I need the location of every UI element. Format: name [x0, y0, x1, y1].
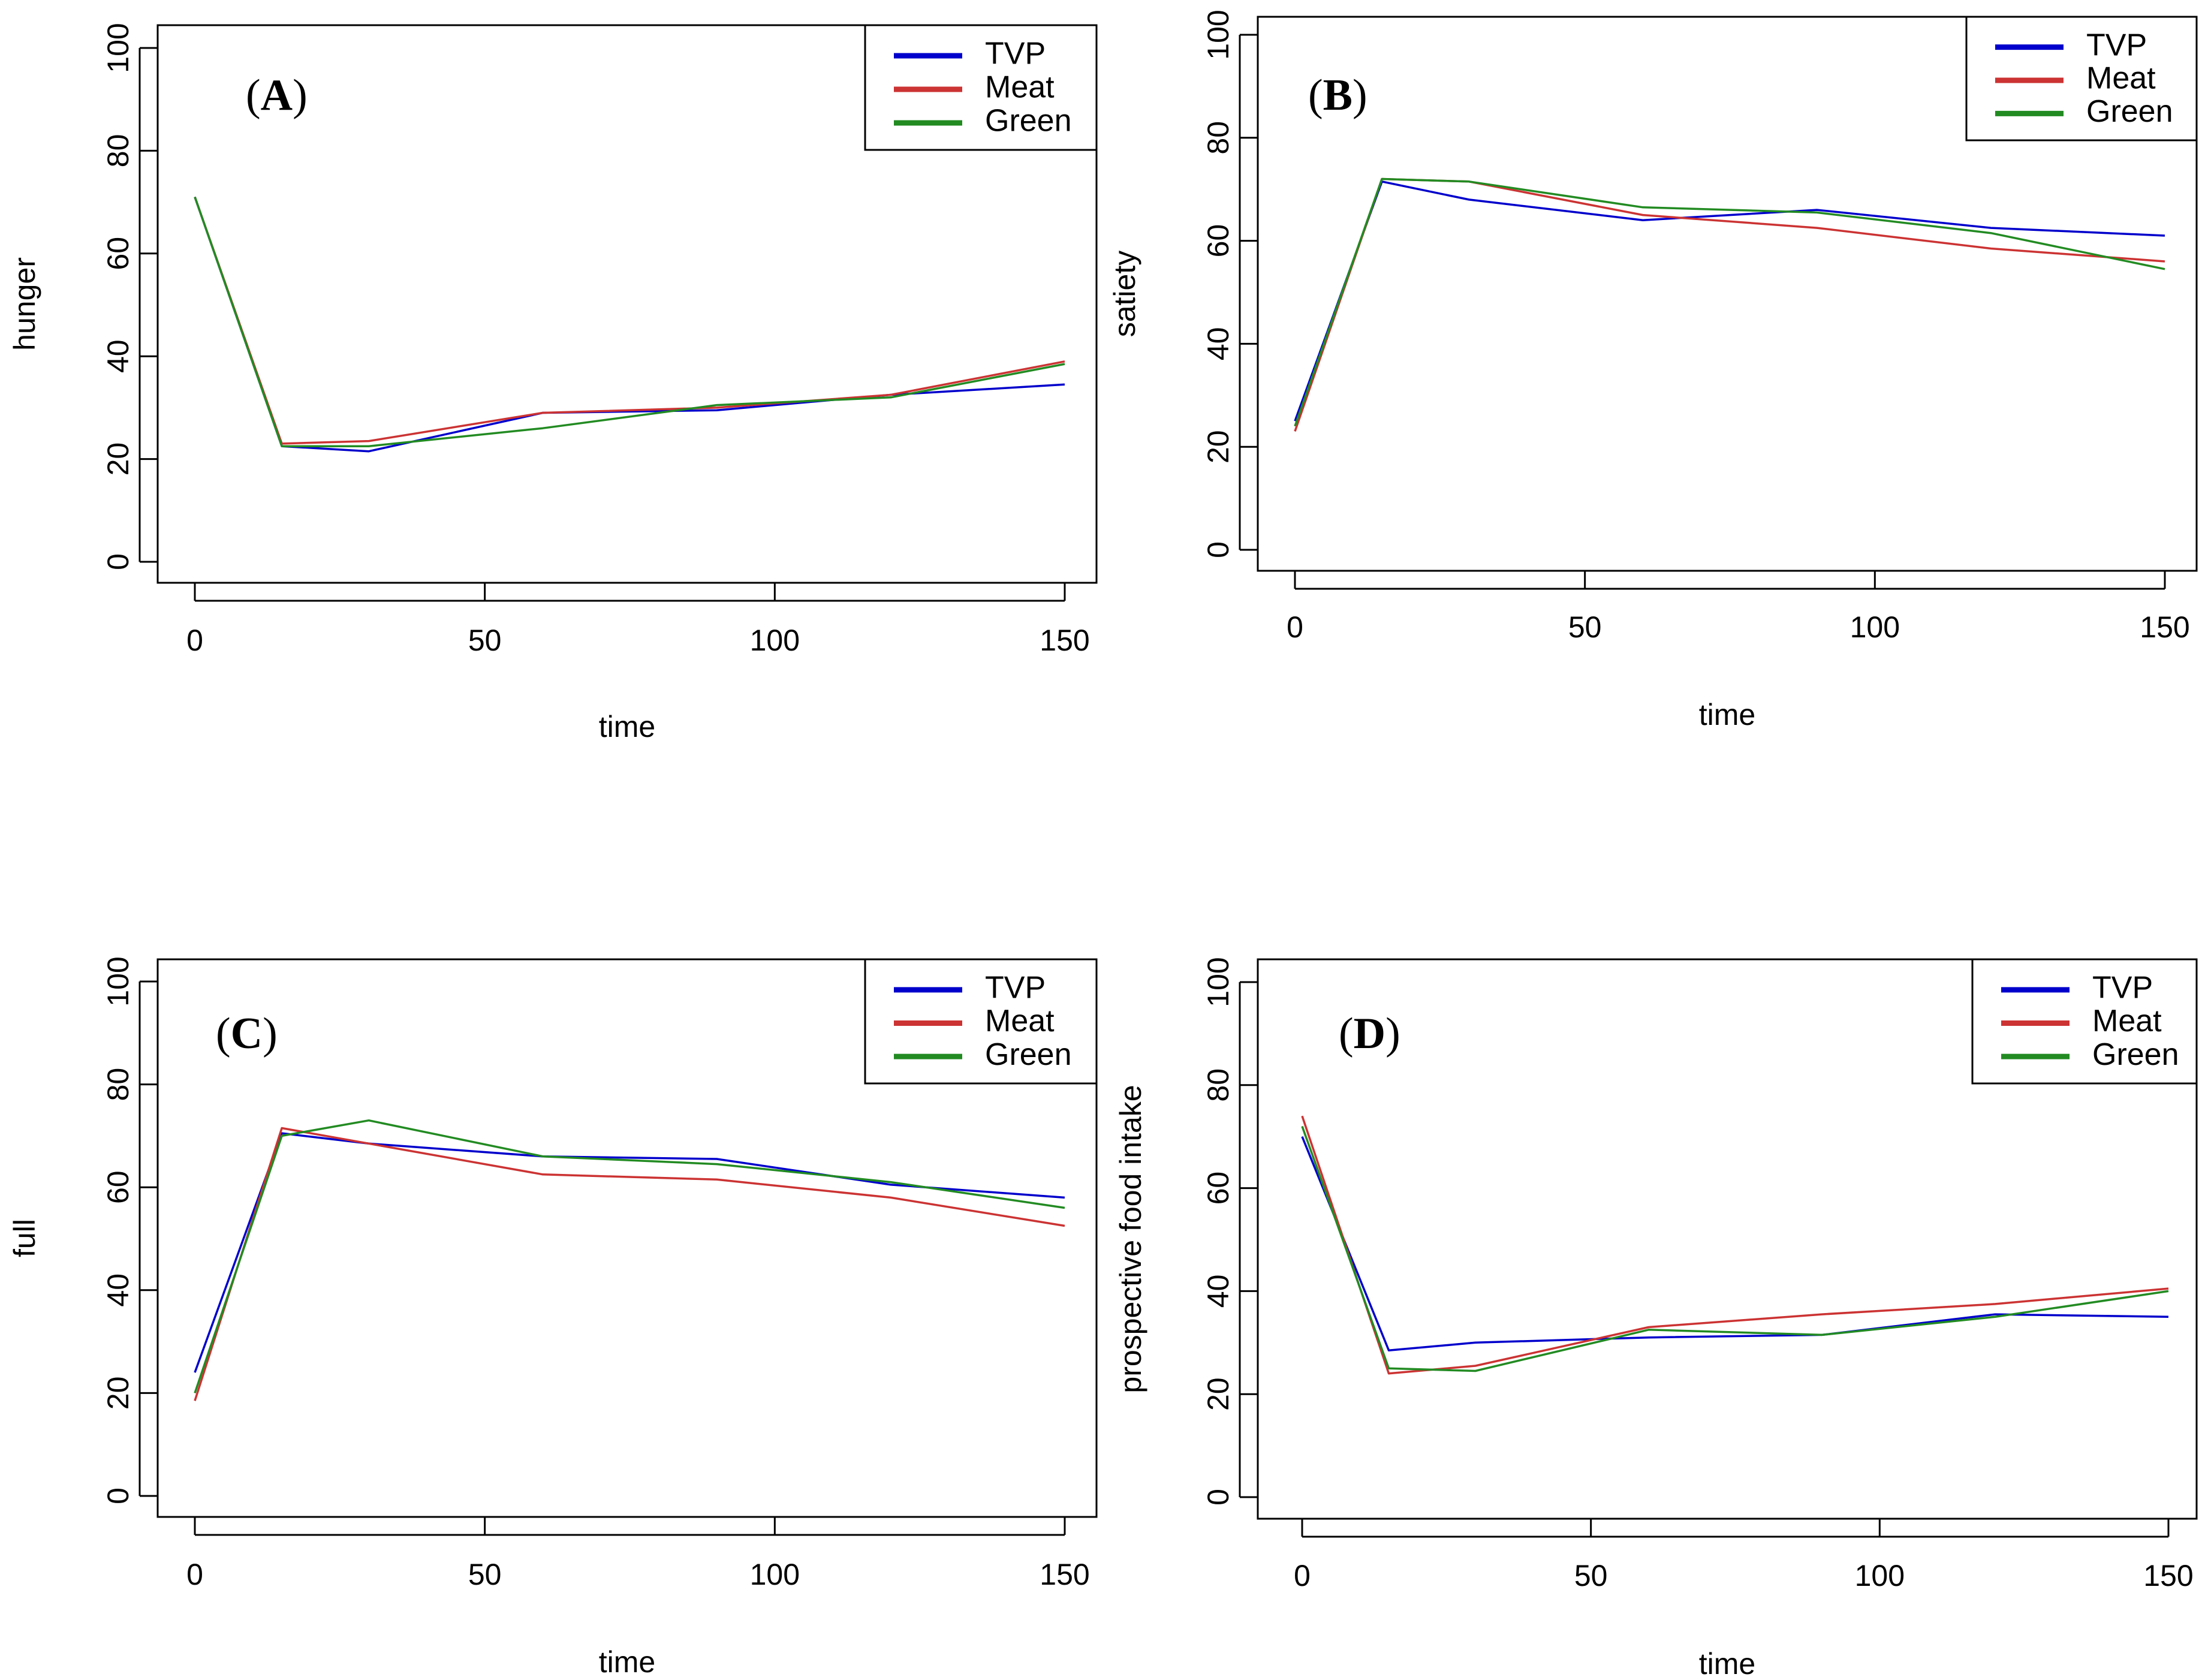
y-tick-label: 20 — [101, 442, 135, 476]
legend-label: TVP — [2092, 971, 2153, 1005]
legend-label: Meat — [985, 1004, 1055, 1038]
legend-label: Meat — [985, 70, 1055, 105]
y-axis-title: hunger — [8, 257, 41, 351]
panel-d: 0 50 100 150 0 20 40 60 80 100 time prospective foo… — [1114, 957, 2198, 1680]
legend-label: Green — [2086, 94, 2173, 129]
plot-frame — [1257, 958, 2198, 1520]
x-tick-label: 150 — [2143, 1559, 2193, 1592]
x-tick-label: 100 — [750, 1558, 800, 1591]
y-tick-label: 40 — [1201, 1275, 1235, 1308]
series-line-meat — [194, 1127, 1065, 1401]
x-axis-title: time — [1699, 698, 1755, 731]
y-tick-label: 60 — [101, 1170, 135, 1204]
series-line-meat — [194, 196, 1065, 445]
y-tick-label: 20 — [1201, 430, 1235, 463]
plot-frame — [156, 24, 1098, 584]
series-line-tvp — [1301, 1136, 2169, 1351]
y-tick-label: 40 — [101, 339, 135, 373]
y-tick-label: 60 — [1201, 1172, 1235, 1205]
plot-frame — [156, 958, 1098, 1518]
y-tick-label: 0 — [1201, 1489, 1235, 1506]
y-tick-label: 80 — [1201, 1068, 1235, 1102]
series-line-meat — [1301, 1115, 2169, 1375]
panel-label: (B) — [1308, 71, 1367, 120]
legend-label: Green — [985, 104, 1072, 139]
panel-c: 0 50 100 150 0 20 40 60 80 100 time full (C) TVPMeatG… — [8, 956, 1098, 1679]
y-tick-label: 80 — [1201, 121, 1235, 155]
x-tick-label: 0 — [186, 1558, 203, 1591]
panel-label: (A) — [246, 71, 308, 120]
legend-label: Meat — [2092, 1004, 2162, 1038]
x-tick-label: 100 — [750, 624, 800, 657]
x-axis-title: time — [1699, 1647, 1755, 1677]
x-tick-label: 150 — [1040, 624, 1089, 657]
y-tick-label: 80 — [101, 1068, 135, 1101]
y-tick-label: 0 — [101, 1488, 135, 1504]
x-tick-label: 0 — [1294, 1559, 1311, 1592]
x-tick-label: 150 — [1040, 1558, 1089, 1591]
x-tick-label: 100 — [1850, 610, 1900, 644]
series-line-tvp — [194, 196, 1065, 453]
y-tick-label: 100 — [101, 956, 135, 1006]
x-tick-label: 0 — [1287, 610, 1303, 644]
panel-a: 0 50 100 150 0 20 40 60 80 100 time hunger (A) TVPMea… — [8, 23, 1098, 743]
y-axis-title: full — [8, 1219, 41, 1257]
series-line-tvp — [1294, 180, 2165, 421]
series-line-green — [1294, 177, 2165, 427]
series-line-green — [1301, 1125, 2169, 1372]
plot-frame — [1257, 16, 2198, 572]
panel-b: 0 50 100 150 0 20 40 60 80 100 time satiety (B) TVPMe… — [1108, 10, 2198, 731]
y-tick-label: 100 — [101, 23, 135, 73]
x-axis-title: time — [599, 1645, 655, 1677]
y-axis-title: prospective food intake — [1114, 1085, 1147, 1393]
legend-label: TVP — [985, 37, 1046, 71]
y-tick-label: 20 — [101, 1377, 135, 1410]
panel-label: (C) — [216, 1009, 278, 1058]
legend-label: TVP — [2086, 28, 2147, 62]
x-tick-label: 150 — [2140, 610, 2189, 644]
y-tick-label: 60 — [1201, 224, 1235, 258]
panel-label: (D) — [1339, 1009, 1400, 1058]
x-tick-label: 50 — [1574, 1559, 1608, 1592]
series-line-green — [194, 1119, 1065, 1393]
y-axis-title: satiety — [1108, 251, 1141, 338]
legend-label: Meat — [2086, 61, 2156, 96]
y-tick-label: 100 — [1201, 957, 1235, 1007]
legend-label: Green — [985, 1037, 1072, 1072]
x-tick-label: 0 — [186, 624, 203, 657]
x-tick-label: 50 — [468, 1558, 502, 1591]
y-tick-label: 60 — [101, 237, 135, 270]
y-tick-label: 40 — [101, 1273, 135, 1307]
y-tick-label: 0 — [101, 553, 135, 570]
y-tick-label: 20 — [1201, 1377, 1235, 1411]
y-tick-label: 40 — [1201, 327, 1235, 361]
legend-label: Green — [2092, 1037, 2179, 1072]
series-line-tvp — [194, 1132, 1065, 1373]
series-line-meat — [1294, 177, 2165, 432]
series-line-green — [194, 196, 1065, 447]
x-tick-label: 100 — [1855, 1559, 1905, 1592]
x-tick-label: 50 — [468, 624, 502, 657]
y-tick-label: 80 — [101, 134, 135, 168]
legend-label: TVP — [985, 971, 1046, 1005]
x-tick-label: 50 — [1568, 610, 1602, 644]
y-tick-label: 100 — [1201, 10, 1235, 59]
y-tick-label: 0 — [1201, 541, 1235, 558]
x-axis-title: time — [599, 710, 655, 743]
